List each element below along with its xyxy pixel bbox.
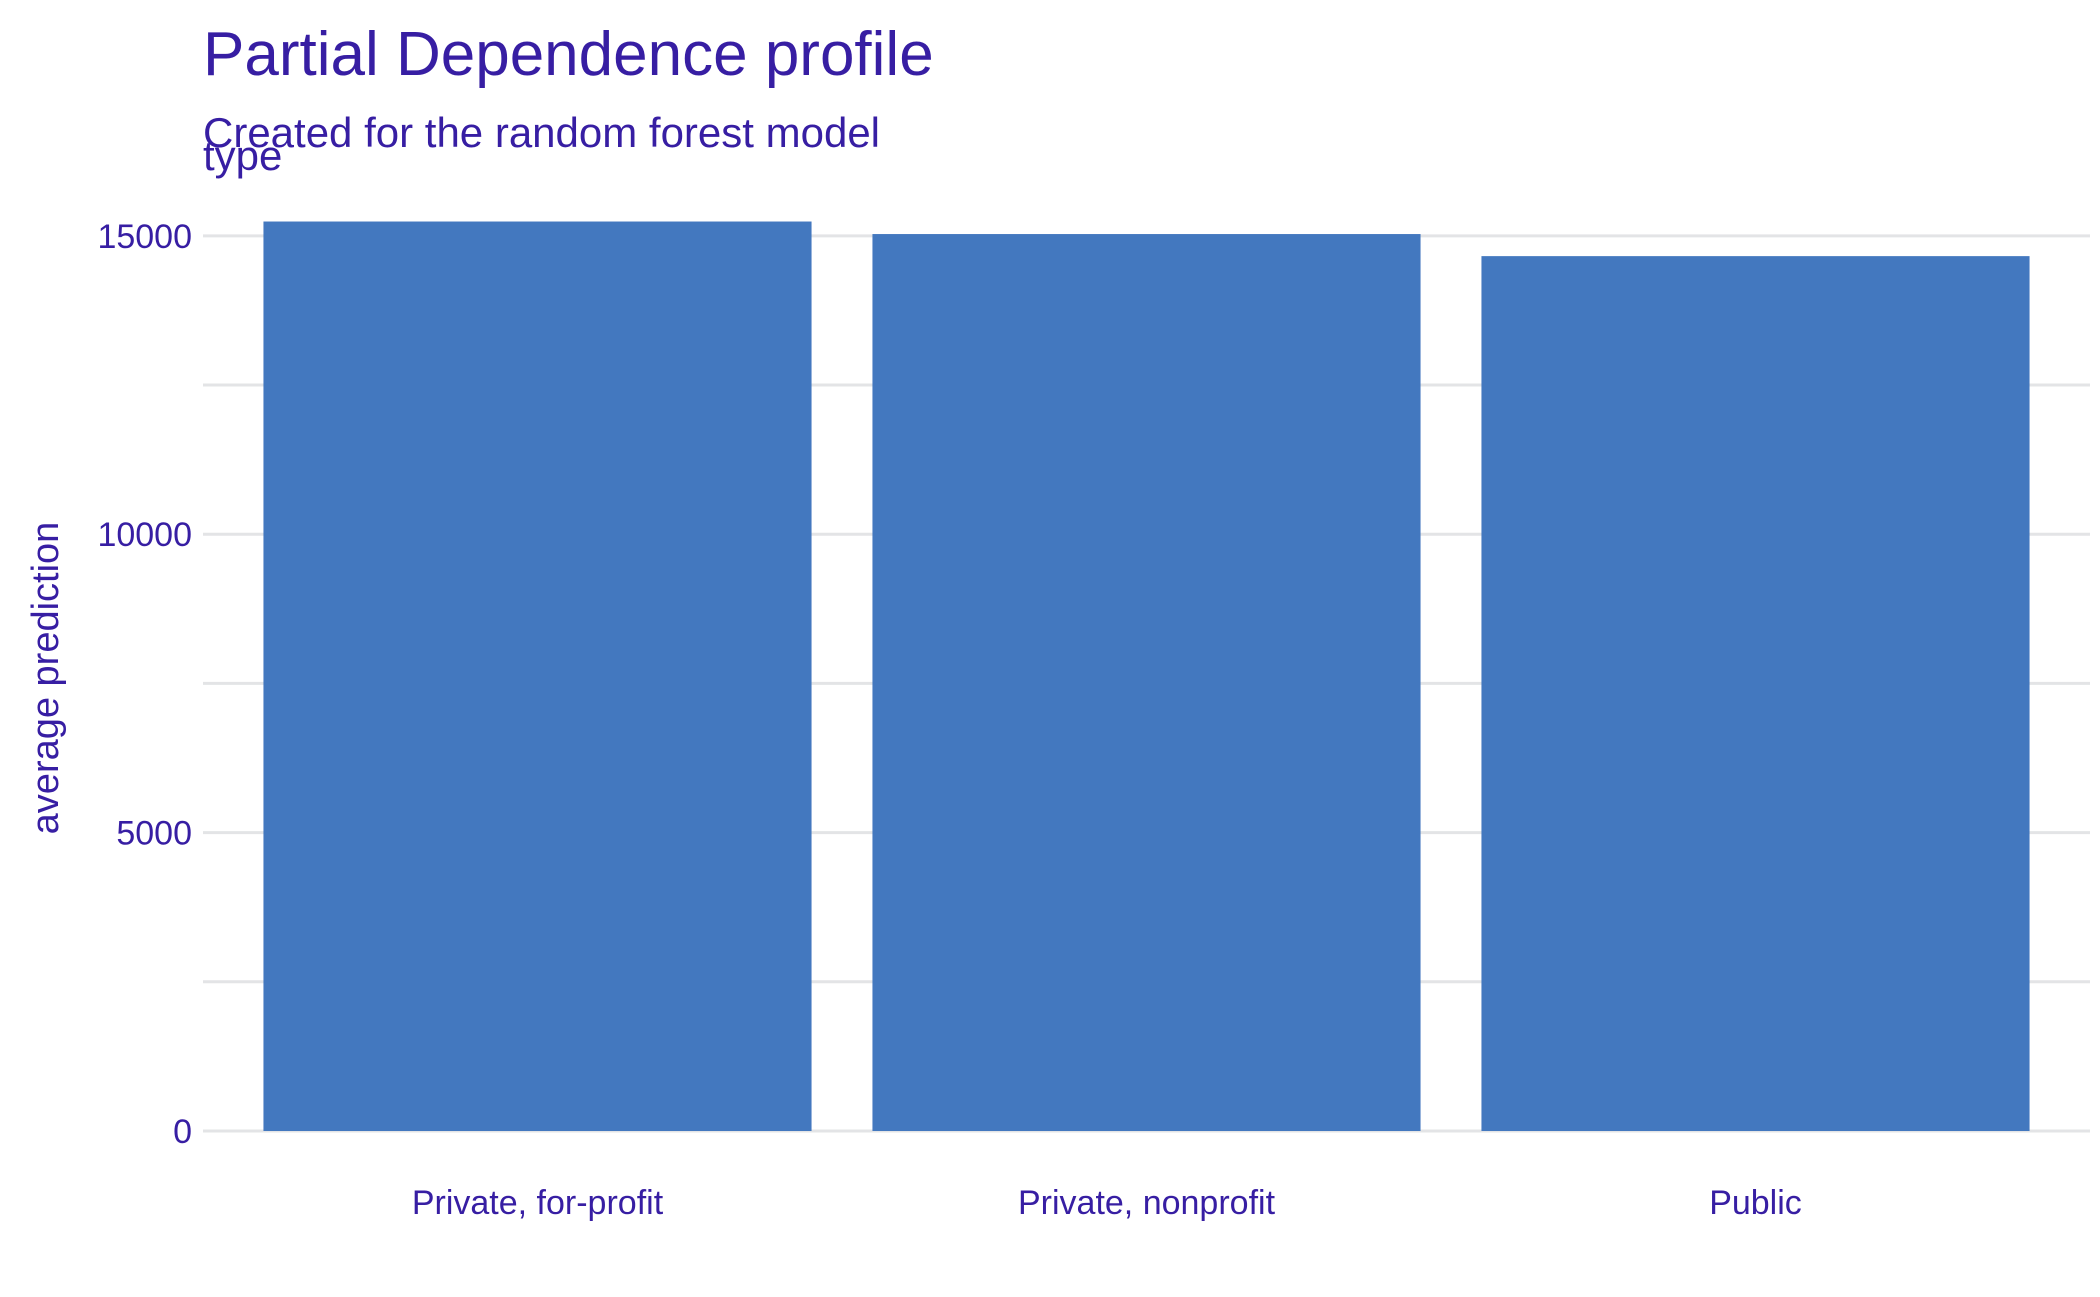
- x-tick-label: Private, for-profit: [412, 1184, 664, 1222]
- y-tick-label: 5000: [116, 815, 192, 853]
- y-tick-label: 0: [173, 1113, 192, 1151]
- y-tick-label: 10000: [97, 516, 192, 554]
- x-tick-label: Public: [1709, 1184, 1802, 1222]
- bar: [1481, 256, 2030, 1131]
- y-tick-labels: 0 5000 10000 15000: [97, 218, 192, 1151]
- x-tick-labels: Private, for-profit Private, nonprofit Pub…: [412, 1184, 1802, 1222]
- facet-label: type: [203, 132, 282, 179]
- chart-title: Partial Dependence profile: [203, 20, 934, 89]
- y-axis-label: average prediction: [25, 522, 67, 835]
- chart-subtitle: Created for the random forest model: [203, 109, 880, 156]
- bars-layer: [263, 221, 2030, 1132]
- bar: [872, 234, 1421, 1131]
- y-tick-label: 15000: [97, 218, 192, 256]
- x-tick-label: Private, nonprofit: [1018, 1184, 1276, 1222]
- bar: [263, 221, 812, 1132]
